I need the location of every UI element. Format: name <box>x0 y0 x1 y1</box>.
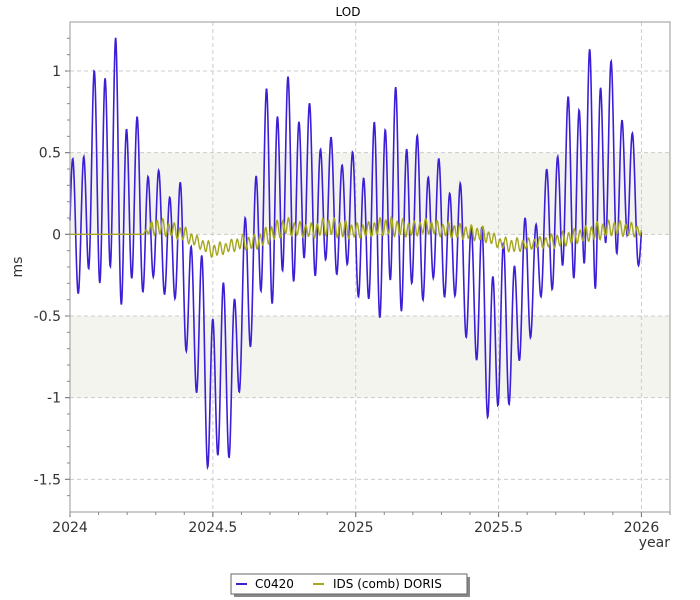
plot-area <box>69 21 671 513</box>
x-tick-label-1: 2024.5 <box>188 520 237 536</box>
x-tick-label-3: 2025.5 <box>474 520 523 536</box>
series-line-ids-doris <box>70 216 643 259</box>
chart-title: LOD <box>336 5 361 19</box>
x-axis: 2024 2024.5 2025 2025.5 2026 <box>52 512 671 536</box>
y-tick-label-0: 1 <box>52 64 61 80</box>
y-tick-label-3: -0.5 <box>34 309 61 325</box>
y-tick-label-2: 0 <box>52 227 61 243</box>
x-tick-label-4: 2026 <box>624 520 660 536</box>
y-tick-label-1: 0.5 <box>39 146 61 162</box>
x-tick-label-2: 2025 <box>338 520 374 536</box>
legend-box <box>230 573 468 595</box>
shaded-band-1 <box>70 316 670 398</box>
shaded-band-0 <box>70 152 670 235</box>
x-axis-title: year <box>639 535 670 551</box>
shaded-bands <box>70 152 670 398</box>
legend-label-doris: IDS (comb) DORIS <box>333 577 442 591</box>
legend: C0420 IDS (comb) DORIS <box>230 573 470 597</box>
y-tick-label-5: -1.5 <box>34 472 61 488</box>
y-axis-title: ms <box>10 257 26 278</box>
y-axis: 1 0.5 0 -0.5 -1 -1.5 <box>34 37 70 497</box>
legend-label-c0420: C0420 <box>255 577 294 591</box>
x-tick-label-0: 2024 <box>52 520 88 536</box>
series-layer <box>69 37 643 471</box>
y-tick-label-4: -1 <box>47 391 61 407</box>
